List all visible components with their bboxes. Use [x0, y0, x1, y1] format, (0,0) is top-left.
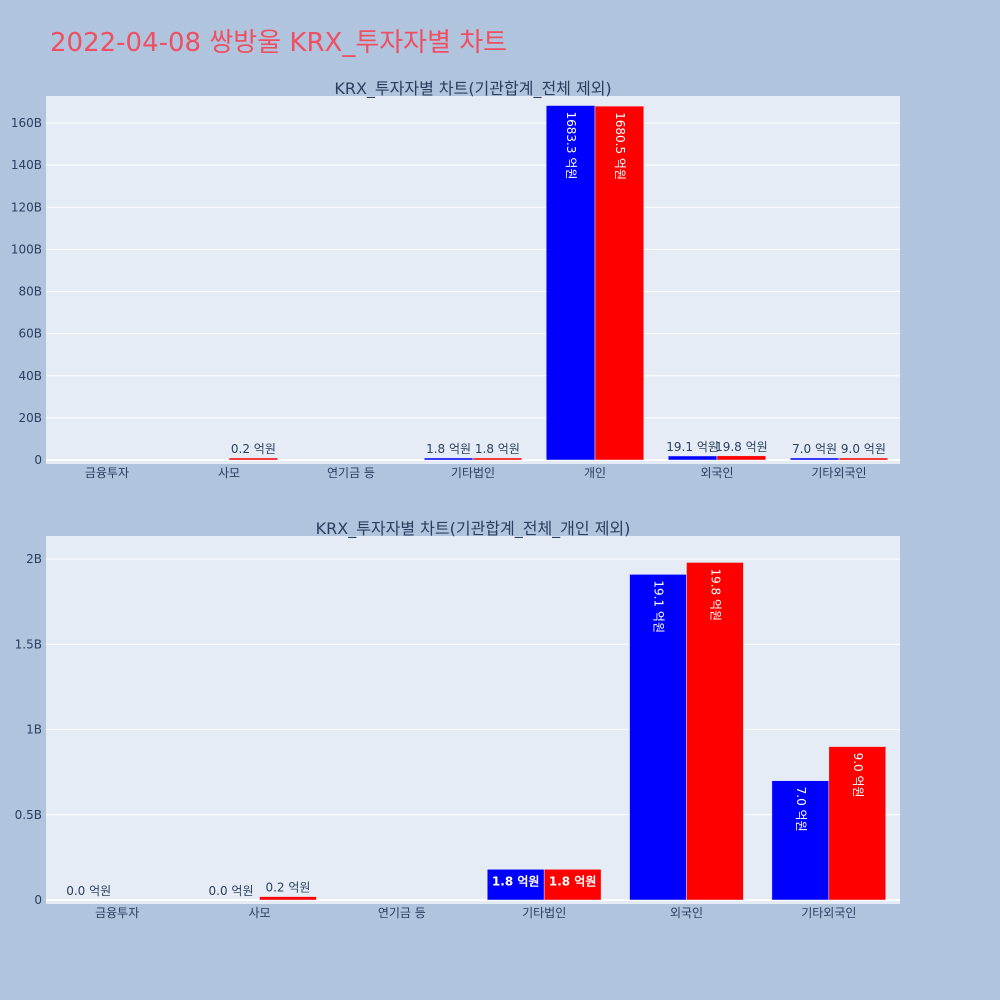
data-label: 1.8 억원: [549, 874, 597, 888]
y-tick-label: 0: [34, 453, 42, 467]
x-tick-label: 연기금 등: [327, 466, 375, 480]
bar: [838, 457, 889, 461]
y-tick-label: 60B: [18, 327, 42, 341]
y-tick-label: 100B: [11, 242, 42, 256]
bar: [828, 746, 887, 901]
bar: [629, 574, 687, 901]
data-label: 19.1 억원: [652, 580, 666, 633]
y-tick-label: 160B: [11, 116, 42, 130]
x-tick-label: 사모: [218, 466, 240, 480]
x-tick-label: 연기금 등: [378, 906, 426, 920]
x-tick-label: 외국인: [700, 466, 733, 480]
bar: [486, 869, 545, 901]
data-label: 7.0 억원: [794, 787, 808, 832]
x-tick-label: 기타외국인: [811, 466, 866, 480]
data-label: 19.8 억원: [708, 568, 722, 621]
y-tick-label: 40B: [18, 369, 42, 383]
x-tick-label: 금융투자: [85, 466, 129, 480]
bar: [686, 562, 744, 901]
chart-title: KRX_투자자별 차트(기관합계_전체 제외): [334, 79, 611, 99]
data-label: 19.8 억원: [715, 440, 768, 454]
x-tick-label: 금융투자: [95, 906, 139, 920]
chart-1: 0 20B 40B 60B 80B 100B 120B 140B 160B KRX_투자자별 차트…: [11, 79, 900, 480]
data-label: 0.2 억원: [231, 442, 276, 456]
x-tick-label: 개인: [584, 466, 606, 480]
y-tick-label: 0: [34, 893, 42, 907]
x-tick-label: 사모: [248, 906, 270, 920]
bar: [472, 457, 523, 461]
bar: [228, 457, 279, 461]
bar: [543, 869, 602, 901]
data-label: 0.0 억원: [66, 884, 111, 898]
data-label: 1.8 억원: [492, 874, 540, 888]
bar: [259, 896, 317, 901]
data-label: 7.0 억원: [792, 442, 837, 456]
y-tick-label: 2B: [26, 552, 42, 566]
data-label: 0.2 억원: [265, 881, 310, 895]
data-label: 1683.3 억원: [564, 112, 578, 180]
bar: [545, 105, 596, 461]
y-tick-label: 0.5B: [15, 808, 42, 822]
x-tick-label: 기타법인: [522, 906, 566, 920]
bar: [423, 457, 474, 461]
x-tick-label: 기타법인: [451, 466, 495, 480]
y-tick-label: 140B: [11, 158, 42, 172]
data-label: 19.1 억원: [666, 440, 719, 454]
bar: [789, 457, 840, 461]
chart-2: 0 0.5B 1B 1.5B 2B KRX_투자자별 차트(기관합계_전체_개인 제외) 금…: [15, 519, 900, 920]
data-label: 9.0 억원: [851, 753, 865, 798]
y-tick-label: 20B: [18, 411, 42, 425]
data-label: 1.8 억원: [426, 442, 471, 456]
data-label: 0.0 억원: [209, 884, 254, 898]
x-tick-label: 기타외국인: [801, 906, 856, 920]
data-label: 9.0 억원: [841, 442, 886, 456]
page-title: 2022-04-08 쌍방울 KRX_투자자별 차트: [50, 28, 508, 58]
chart-title: KRX_투자자별 차트(기관합계_전체_개인 제외): [316, 519, 631, 539]
y-tick-label: 1B: [26, 723, 42, 737]
data-label: 1680.5 억원: [613, 112, 627, 180]
bar: [594, 105, 645, 461]
x-tick-label: 외국인: [670, 906, 703, 920]
bar: [716, 455, 767, 461]
data-label: 1.8 억원: [475, 442, 520, 456]
y-tick-label: 120B: [11, 200, 42, 214]
plot-area: [46, 96, 900, 464]
y-tick-label: 80B: [18, 285, 42, 299]
y-tick-label: 1.5B: [15, 637, 42, 651]
bar: [667, 455, 718, 461]
bar: [771, 780, 830, 901]
plot-area: [46, 536, 900, 904]
